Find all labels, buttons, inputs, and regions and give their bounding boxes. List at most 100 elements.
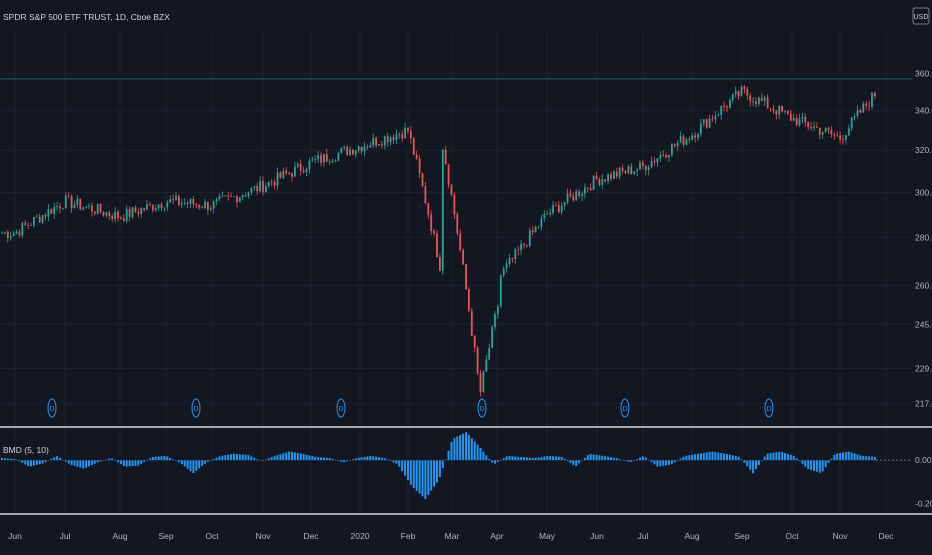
histogram-bar [363, 456, 366, 461]
histogram-bar [212, 459, 215, 461]
candle-body [157, 204, 160, 209]
candle-body [299, 163, 302, 171]
candle-body [62, 208, 64, 210]
price-tick-label: 280.00 [915, 232, 932, 242]
dividend-marker[interactable] [764, 398, 774, 418]
histogram-bar [328, 458, 331, 461]
price-candles [1, 84, 876, 397]
histogram-bar [302, 454, 305, 461]
candle-body [79, 198, 82, 210]
dividend-marker[interactable] [191, 398, 201, 418]
histogram-bar [508, 456, 511, 461]
candle-body [560, 205, 563, 212]
histogram-bar [285, 452, 288, 461]
candle-body [430, 214, 433, 231]
candle-body [499, 275, 502, 307]
histogram-bar [175, 460, 177, 461]
candle-body [804, 116, 807, 123]
histogram-bar [47, 460, 50, 461]
histogram-bar [192, 460, 195, 473]
histogram-bar [273, 456, 276, 461]
histogram-bar [502, 458, 505, 461]
histogram-bar [325, 457, 328, 461]
candle-body [482, 371, 485, 393]
candle-body [639, 162, 641, 170]
candle-body [644, 165, 647, 171]
candle-body [868, 105, 870, 107]
histogram-bar [601, 455, 604, 461]
candle-body [775, 110, 778, 115]
histogram-bar [641, 456, 644, 461]
currency-button[interactable]: USD [912, 7, 930, 25]
histogram-bar [386, 459, 389, 461]
histogram-bar [12, 458, 15, 461]
x-tick-label: Aug [684, 531, 699, 541]
histogram-bar [708, 451, 711, 461]
candle-body [195, 204, 198, 206]
candle-body [653, 161, 656, 163]
histogram-bar [871, 456, 873, 461]
histogram-bar [198, 460, 201, 469]
candle-body [470, 310, 473, 336]
histogram-bar [99, 460, 102, 462]
candle-body [778, 106, 781, 115]
histogram-bar [485, 455, 488, 461]
histogram-bar [833, 454, 836, 461]
dividend-marker[interactable] [47, 398, 57, 418]
candle-body [279, 172, 282, 178]
candle-body [369, 145, 372, 148]
candle-body [441, 149, 444, 271]
candle-body [528, 230, 531, 246]
candle-body [824, 127, 827, 133]
dividend-marker[interactable] [477, 398, 487, 418]
candle-body [334, 160, 337, 162]
histogram-bar [621, 459, 624, 461]
candle-body [99, 204, 102, 212]
price-tick-label: 229.00 [915, 363, 932, 373]
currency-button-frame[interactable] [912, 7, 930, 25]
candle-body [717, 115, 720, 116]
candle-body [633, 171, 636, 175]
candle-body [21, 223, 24, 236]
histogram-bar [856, 454, 859, 461]
histogram-bar [798, 460, 801, 462]
candle-body [694, 135, 696, 138]
dividend-marker[interactable] [620, 398, 630, 418]
histogram-bar [775, 452, 778, 461]
candle-body [459, 233, 462, 250]
histogram-bar [279, 454, 282, 461]
candle-body [410, 130, 412, 139]
candle-body [676, 142, 679, 146]
histogram-bar [581, 460, 583, 461]
histogram-bar [215, 457, 218, 461]
histogram-bar [427, 460, 430, 495]
histogram-bar [143, 460, 146, 463]
histogram-bar [702, 452, 705, 461]
candle-body [9, 236, 12, 238]
histogram-bar [409, 460, 412, 485]
histogram-bar [157, 456, 160, 461]
currency-button-label[interactable]: USD [914, 14, 929, 21]
histogram-bar [9, 458, 12, 461]
histogram-bar [438, 460, 441, 477]
dividend-marker[interactable] [336, 398, 346, 418]
histogram-bar [604, 456, 607, 461]
candle-body [343, 146, 346, 149]
candle-body [842, 139, 844, 141]
candle-body [810, 127, 812, 129]
dividend-marker-label: D [766, 406, 771, 413]
candle-body [511, 258, 514, 259]
histogram-bar [169, 457, 172, 461]
histogram-bar [636, 459, 639, 461]
histogram-bar [488, 458, 491, 461]
candle-body [372, 137, 375, 146]
histogram-bar [804, 460, 807, 467]
histogram-bar [67, 460, 70, 464]
histogram-bar [59, 458, 61, 461]
candle-body [517, 249, 520, 251]
histogram-bar [44, 460, 47, 463]
histogram-bar [801, 460, 804, 464]
histogram-bar [465, 432, 467, 461]
histogram-bar [827, 460, 830, 464]
candle-body [436, 233, 438, 257]
